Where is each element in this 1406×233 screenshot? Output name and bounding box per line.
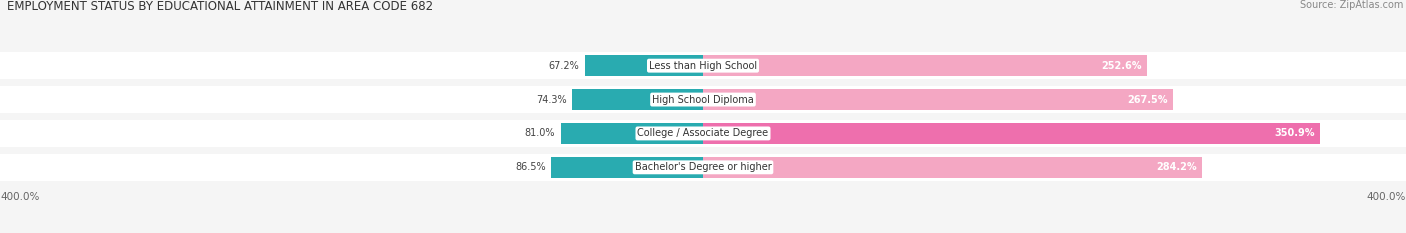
Bar: [0, 86, 1406, 113]
Text: High School Diploma: High School Diploma: [652, 95, 754, 105]
Text: 400.0%: 400.0%: [0, 192, 39, 202]
Text: 252.6%: 252.6%: [1101, 61, 1142, 71]
Text: 86.5%: 86.5%: [515, 162, 546, 172]
Bar: [703, 89, 1173, 110]
Bar: [585, 55, 703, 76]
Text: 67.2%: 67.2%: [548, 61, 579, 71]
Text: 400.0%: 400.0%: [1367, 192, 1406, 202]
Text: 350.9%: 350.9%: [1274, 128, 1315, 138]
Text: Less than High School: Less than High School: [650, 61, 756, 71]
Bar: [703, 123, 1320, 144]
Text: Bachelor's Degree or higher: Bachelor's Degree or higher: [634, 162, 772, 172]
Bar: [703, 157, 1202, 178]
Bar: [0, 154, 1406, 181]
Bar: [551, 157, 703, 178]
Bar: [572, 89, 703, 110]
Bar: [703, 55, 1147, 76]
Bar: [0, 120, 1406, 147]
Text: EMPLOYMENT STATUS BY EDUCATIONAL ATTAINMENT IN AREA CODE 682: EMPLOYMENT STATUS BY EDUCATIONAL ATTAINM…: [7, 0, 433, 13]
Text: 81.0%: 81.0%: [524, 128, 555, 138]
Bar: [0, 52, 1406, 79]
Text: 267.5%: 267.5%: [1128, 95, 1168, 105]
Bar: [561, 123, 703, 144]
Text: 284.2%: 284.2%: [1157, 162, 1198, 172]
Text: Source: ZipAtlas.com: Source: ZipAtlas.com: [1299, 0, 1403, 10]
Text: College / Associate Degree: College / Associate Degree: [637, 128, 769, 138]
Text: 74.3%: 74.3%: [537, 95, 567, 105]
